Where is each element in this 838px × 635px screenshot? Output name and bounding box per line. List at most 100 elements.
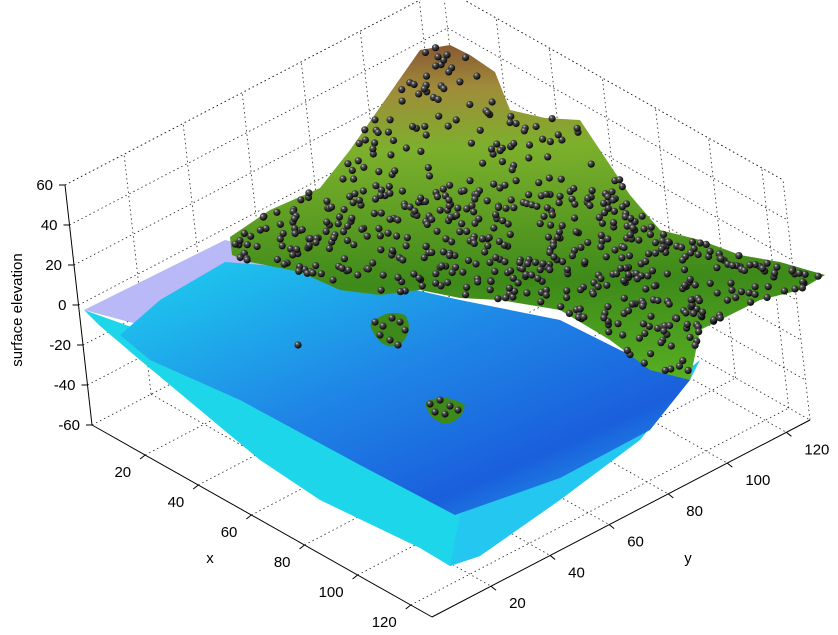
marker bbox=[686, 333, 694, 341]
marker bbox=[645, 322, 653, 330]
marker bbox=[291, 229, 299, 238]
marker bbox=[387, 151, 395, 159]
marker bbox=[506, 118, 514, 127]
marker bbox=[376, 191, 385, 199]
marker bbox=[542, 190, 550, 198]
marker bbox=[440, 85, 448, 93]
marker bbox=[507, 267, 515, 275]
marker bbox=[371, 195, 380, 203]
y-tick-label: 80 bbox=[686, 503, 703, 520]
marker bbox=[348, 214, 356, 222]
marker bbox=[666, 321, 674, 330]
marker bbox=[490, 180, 498, 188]
marker bbox=[544, 153, 552, 161]
marker bbox=[422, 72, 431, 80]
marker bbox=[385, 182, 393, 191]
marker bbox=[394, 273, 402, 281]
marker bbox=[610, 207, 619, 215]
marker bbox=[702, 240, 710, 248]
marker bbox=[363, 232, 371, 240]
marker bbox=[434, 53, 442, 61]
marker bbox=[498, 158, 506, 166]
marker bbox=[625, 252, 634, 260]
marker bbox=[510, 139, 518, 148]
marker bbox=[290, 215, 298, 223]
marker bbox=[376, 232, 384, 240]
marker bbox=[436, 396, 444, 404]
marker bbox=[686, 275, 694, 283]
marker bbox=[524, 260, 532, 268]
marker bbox=[410, 80, 418, 88]
marker bbox=[343, 236, 351, 245]
z-axis-label: surface elevation bbox=[9, 253, 26, 366]
marker bbox=[507, 112, 515, 121]
marker bbox=[539, 260, 547, 268]
marker bbox=[576, 286, 585, 294]
marker bbox=[460, 187, 468, 195]
marker bbox=[417, 147, 425, 155]
marker bbox=[312, 238, 320, 247]
marker bbox=[478, 235, 486, 243]
marker bbox=[458, 220, 466, 228]
marker bbox=[660, 327, 668, 335]
marker bbox=[620, 243, 628, 252]
x-tick-label: 120 bbox=[372, 614, 397, 631]
x-tick-mark bbox=[405, 604, 412, 610]
marker bbox=[470, 208, 478, 216]
y-tick-mark bbox=[549, 555, 556, 560]
marker bbox=[646, 230, 655, 238]
marker bbox=[633, 275, 642, 283]
marker bbox=[635, 334, 644, 342]
marker bbox=[421, 48, 429, 57]
marker bbox=[435, 112, 443, 120]
marker bbox=[396, 318, 404, 326]
marker bbox=[398, 86, 406, 94]
x-tick-mark bbox=[192, 484, 199, 490]
marker bbox=[486, 258, 494, 266]
marker bbox=[598, 219, 607, 227]
marker bbox=[259, 213, 267, 221]
marker bbox=[648, 267, 657, 275]
marker bbox=[236, 253, 244, 262]
y-tick-mark bbox=[490, 585, 497, 591]
marker bbox=[717, 255, 725, 263]
marker bbox=[474, 278, 482, 286]
marker bbox=[303, 269, 311, 277]
marker bbox=[423, 220, 431, 229]
marker bbox=[678, 256, 687, 264]
marker bbox=[388, 247, 396, 255]
marker bbox=[411, 207, 419, 215]
marker bbox=[432, 279, 440, 287]
marker bbox=[348, 166, 356, 174]
marker bbox=[604, 204, 612, 212]
marker bbox=[432, 62, 440, 70]
marker bbox=[751, 260, 759, 269]
marker bbox=[420, 85, 428, 93]
marker bbox=[609, 219, 618, 227]
marker bbox=[495, 237, 503, 246]
marker bbox=[673, 315, 681, 323]
marker bbox=[683, 320, 691, 328]
marker bbox=[369, 145, 377, 153]
marker bbox=[369, 259, 377, 267]
marker bbox=[546, 248, 554, 256]
marker bbox=[758, 264, 767, 272]
marker bbox=[402, 144, 410, 152]
marker bbox=[401, 202, 409, 210]
marker bbox=[502, 294, 510, 302]
marker bbox=[723, 296, 732, 304]
marker bbox=[276, 220, 284, 228]
marker bbox=[406, 203, 414, 211]
marker bbox=[410, 270, 418, 278]
marker bbox=[681, 281, 689, 289]
marker bbox=[522, 271, 530, 279]
x-tick-label: 80 bbox=[274, 554, 291, 571]
marker bbox=[473, 72, 481, 80]
marker bbox=[539, 135, 547, 143]
marker bbox=[398, 97, 406, 105]
z-tick-label: 20 bbox=[45, 257, 62, 274]
marker bbox=[305, 189, 313, 197]
marker bbox=[654, 296, 662, 305]
marker bbox=[402, 242, 410, 250]
marker bbox=[297, 196, 305, 204]
